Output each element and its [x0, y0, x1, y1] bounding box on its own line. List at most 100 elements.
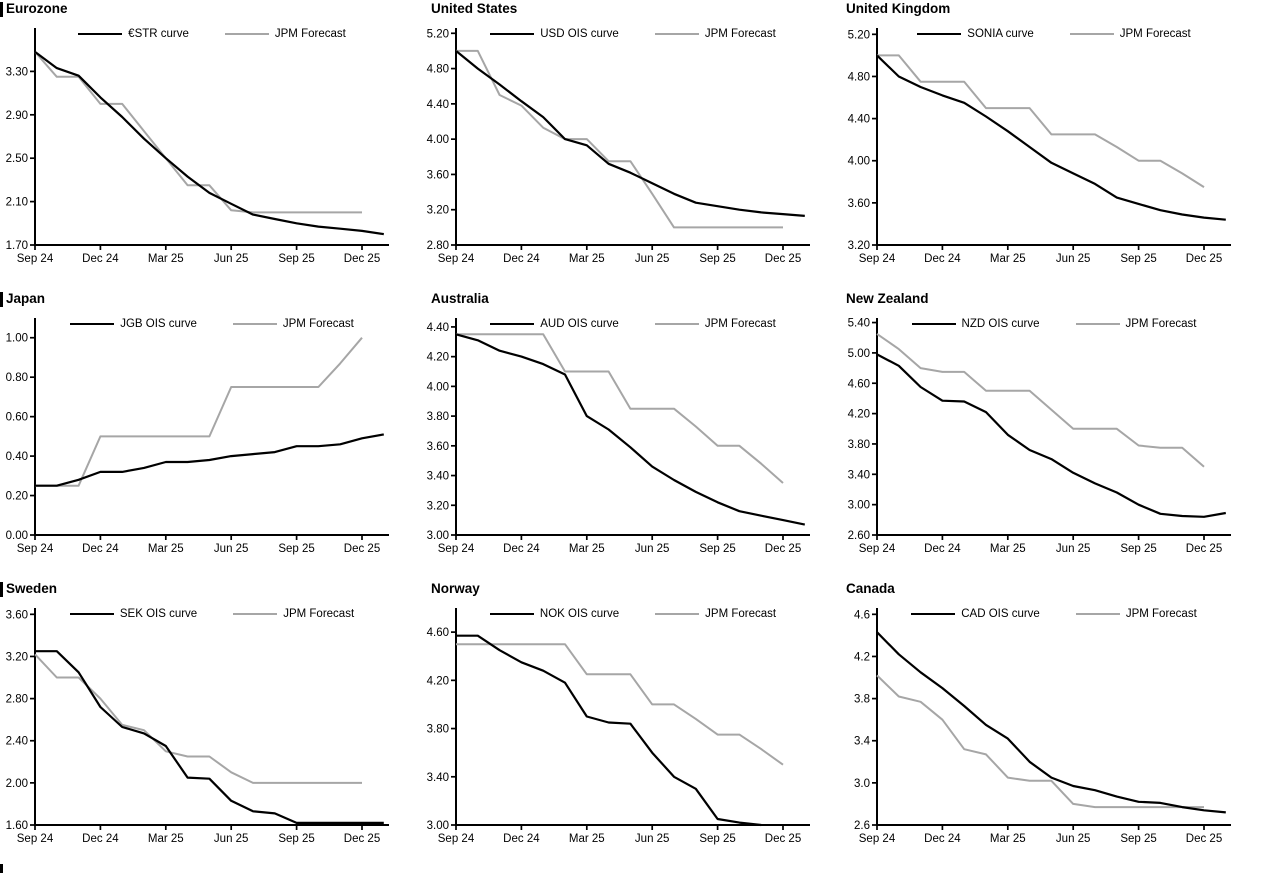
chart-title: Canada	[846, 581, 895, 597]
line-chart: 2.6 3.0 3.4 3.8 4.2 4.6 Sep 24 Dec 24 Mar 25 Jun …	[854, 608, 1231, 845]
svg-text:Dec 24: Dec 24	[924, 543, 961, 555]
svg-text:2.80: 2.80	[6, 694, 28, 706]
svg-text:Dec 25: Dec 25	[344, 833, 380, 845]
svg-text:Dec 24: Dec 24	[503, 833, 540, 845]
svg-text:3.60: 3.60	[6, 609, 28, 621]
chart-panel-japan: Japan JGB OIS curve JPM Forecast 0.00 0.2…	[0, 290, 421, 580]
section-bar	[0, 291, 3, 307]
svg-text:0.40: 0.40	[6, 451, 28, 463]
chart-title-text: Sweden	[6, 581, 58, 596]
chart-panel-sweden: Sweden SEK OIS curve JPM Forecast 1.60 2.…	[0, 580, 421, 873]
line-chart: 2.60 3.00 3.40 3.80 4.20 4.60 5.00 5.40 Sep 24 De…	[848, 318, 1231, 555]
svg-text:Jun 25: Jun 25	[1056, 253, 1091, 265]
chart-title-text: Australia	[431, 291, 489, 306]
chart-title: Australia	[431, 291, 489, 307]
chart-panel-eurozone: Eurozone €STR curve JPM Forecast 1.70 2.1…	[0, 0, 421, 290]
svg-text:4.2: 4.2	[854, 651, 870, 663]
svg-text:Mar 25: Mar 25	[148, 833, 184, 845]
svg-text:Mar 25: Mar 25	[148, 253, 184, 265]
svg-text:3.20: 3.20	[427, 500, 449, 512]
svg-text:Sep 25: Sep 25	[1120, 833, 1156, 845]
svg-text:Sep 25: Sep 25	[278, 543, 314, 555]
chart-title-text: United Kingdom	[846, 1, 951, 16]
svg-text:3.00: 3.00	[427, 820, 449, 832]
chart-title: Japan	[0, 291, 45, 307]
svg-text:Sep 25: Sep 25	[699, 833, 735, 845]
svg-text:3.60: 3.60	[427, 169, 449, 181]
svg-text:Sep 24: Sep 24	[17, 833, 54, 845]
svg-text:4.60: 4.60	[848, 378, 870, 390]
svg-text:0.80: 0.80	[6, 372, 28, 384]
svg-text:3.60: 3.60	[848, 198, 870, 210]
svg-text:Dec 24: Dec 24	[503, 253, 540, 265]
svg-text:3.80: 3.80	[427, 724, 449, 736]
svg-text:3.4: 3.4	[854, 736, 871, 748]
svg-text:Sep 25: Sep 25	[699, 253, 735, 265]
chart-title-text: United States	[431, 1, 518, 16]
svg-text:4.00: 4.00	[848, 156, 870, 168]
chart-title: Norway	[431, 581, 480, 597]
svg-text:3.00: 3.00	[848, 500, 870, 512]
svg-text:1.00: 1.00	[6, 333, 28, 345]
line-chart: 2.80 3.20 3.60 4.00 4.40 4.80 5.20 Sep 24 Dec 24…	[427, 28, 810, 265]
svg-text:Dec 25: Dec 25	[765, 833, 801, 845]
svg-text:Sep 24: Sep 24	[438, 543, 475, 555]
svg-text:Dec 25: Dec 25	[1186, 543, 1222, 555]
svg-text:3.0: 3.0	[854, 778, 870, 790]
svg-text:Sep 25: Sep 25	[278, 833, 314, 845]
svg-text:3.40: 3.40	[427, 471, 449, 483]
svg-text:Dec 24: Dec 24	[924, 253, 961, 265]
svg-text:Dec 25: Dec 25	[765, 253, 801, 265]
svg-text:Sep 24: Sep 24	[17, 253, 54, 265]
svg-text:5.00: 5.00	[848, 348, 870, 360]
line-chart: 1.70 2.10 2.50 2.90 3.30 Sep 24 Dec 24 Mar 25 Ju…	[6, 28, 389, 265]
chart-title: Eurozone	[0, 1, 68, 17]
svg-text:5.20: 5.20	[848, 29, 870, 41]
svg-text:3.60: 3.60	[427, 441, 449, 453]
svg-text:2.00: 2.00	[6, 778, 28, 790]
chart-panel-norway: Norway NOK OIS curve JPM Forecast 3.00 3.…	[421, 580, 842, 873]
svg-text:0.60: 0.60	[6, 412, 28, 424]
svg-text:Dec 24: Dec 24	[82, 543, 119, 555]
svg-text:3.80: 3.80	[848, 439, 870, 451]
svg-text:Sep 24: Sep 24	[438, 833, 475, 845]
svg-text:4.6: 4.6	[854, 609, 870, 621]
line-chart: 3.00 3.20 3.40 3.60 3.80 4.00 4.20 4.40 Sep 24 De…	[427, 318, 810, 555]
svg-text:4.80: 4.80	[848, 71, 870, 83]
chart-title: New Zealand	[846, 291, 929, 307]
svg-text:4.40: 4.40	[848, 114, 870, 126]
svg-text:3.80: 3.80	[427, 411, 449, 423]
svg-text:5.40: 5.40	[848, 318, 870, 330]
svg-text:1.60: 1.60	[6, 820, 28, 832]
chart-panel-united-kingdom: United Kingdom SONIA curve JPM Forecast …	[842, 0, 1264, 290]
svg-text:Dec 25: Dec 25	[344, 543, 380, 555]
chart-title-text: Eurozone	[6, 1, 68, 16]
svg-text:Sep 24: Sep 24	[438, 253, 475, 265]
svg-text:2.60: 2.60	[848, 530, 870, 542]
svg-text:3.30: 3.30	[6, 66, 28, 78]
svg-text:3.20: 3.20	[6, 651, 28, 663]
chart-title: United States	[431, 1, 517, 17]
svg-text:Dec 24: Dec 24	[82, 833, 119, 845]
svg-text:Sep 25: Sep 25	[278, 253, 314, 265]
svg-text:3.20: 3.20	[848, 240, 870, 252]
svg-text:Dec 25: Dec 25	[765, 543, 801, 555]
cropped-section-bar	[0, 864, 3, 873]
svg-text:4.40: 4.40	[427, 322, 449, 334]
svg-text:Sep 25: Sep 25	[1120, 253, 1156, 265]
svg-text:3.20: 3.20	[427, 205, 449, 217]
svg-text:Jun 25: Jun 25	[635, 253, 670, 265]
svg-text:Dec 24: Dec 24	[82, 253, 119, 265]
svg-text:0.00: 0.00	[6, 530, 28, 542]
svg-text:4.00: 4.00	[427, 134, 449, 146]
line-chart: 0.00 0.20 0.40 0.60 0.80 1.00 Sep 24 Dec 24 Mar …	[6, 318, 389, 555]
svg-text:5.20: 5.20	[427, 28, 449, 40]
svg-text:4.60: 4.60	[427, 627, 449, 639]
svg-text:Dec 24: Dec 24	[503, 543, 540, 555]
svg-text:Mar 25: Mar 25	[990, 253, 1026, 265]
svg-text:1.70: 1.70	[6, 240, 28, 252]
svg-text:4.40: 4.40	[427, 99, 449, 111]
section-bar	[0, 581, 3, 597]
svg-text:4.20: 4.20	[427, 675, 449, 687]
